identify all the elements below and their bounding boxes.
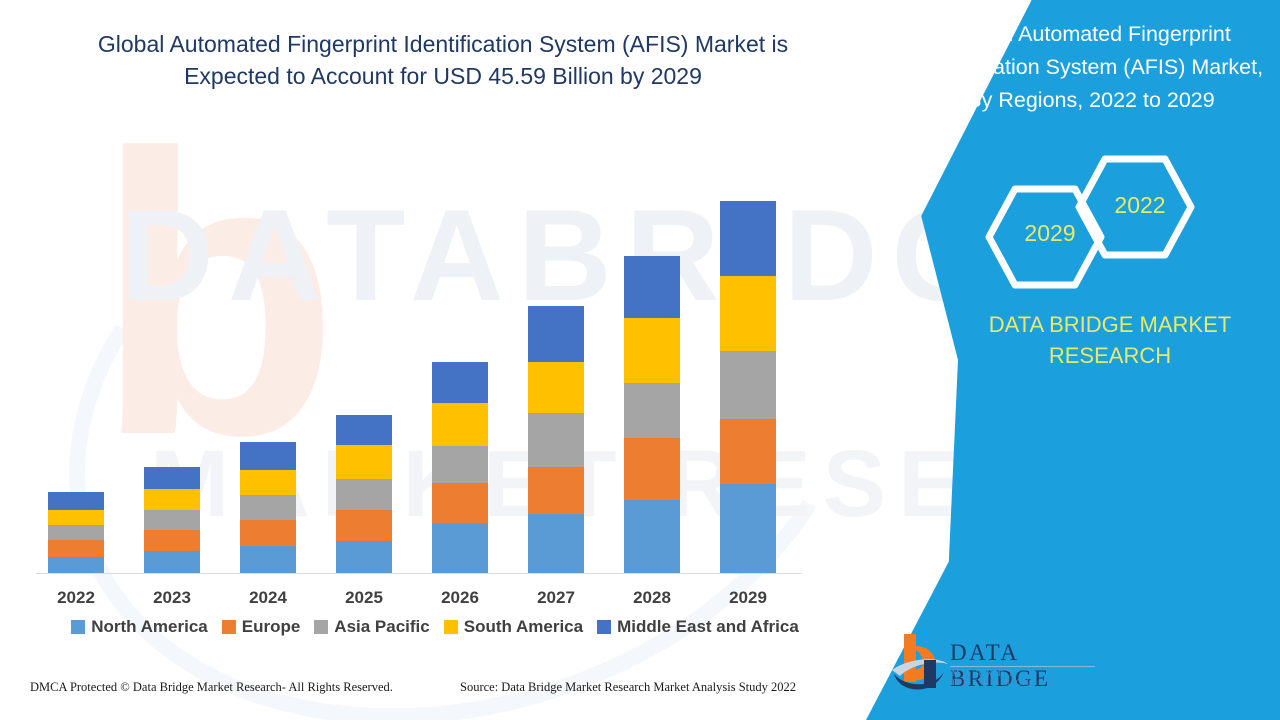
brand-line-2: RESEARCH <box>1048 343 1172 368</box>
legend-label: South America <box>463 617 584 636</box>
bar-segment <box>432 483 488 523</box>
logo-tagline: MARKET RESEARCH <box>952 669 1038 687</box>
bar-segment <box>240 520 296 546</box>
legend-swatch-icon <box>221 620 236 634</box>
bar-2025 <box>336 415 392 573</box>
bar-2028 <box>624 256 680 573</box>
bar-plot <box>30 180 820 573</box>
bar-segment <box>624 383 680 438</box>
legend-label: Middle East and Africa <box>617 617 799 636</box>
bar-segment <box>336 445 392 479</box>
bar-segment <box>720 201 776 276</box>
footer-copyright: DMCA Protected © Data Bridge Market Rese… <box>30 680 393 694</box>
bar-segment <box>624 318 680 383</box>
x-label-2025: 2025 <box>345 588 383 607</box>
hexagon-2022 <box>1075 155 1195 259</box>
logo-divider <box>950 666 1095 667</box>
bar-2027 <box>528 306 584 573</box>
bar-segment <box>720 419 776 484</box>
bar-segment <box>624 438 680 500</box>
bar-segment <box>240 442 296 470</box>
bar-segment <box>432 403 488 446</box>
x-label-2024: 2024 <box>249 588 287 607</box>
legend-label: North America <box>91 617 208 636</box>
legend-swatch-icon <box>314 620 329 634</box>
legend-label: Asia Pacific <box>334 617 430 636</box>
brand-name: DATA BRIDGE MARKET RESEARCH <box>960 309 1260 371</box>
bar-segment <box>48 557 104 573</box>
chart-area: Global Automated Fingerprint Identificat… <box>30 31 830 694</box>
bar-2029 <box>720 201 776 573</box>
bar-segment <box>336 415 392 445</box>
bar-segment <box>240 470 296 495</box>
bar-segment <box>432 362 488 403</box>
bar-segment <box>144 467 200 489</box>
bar-2024 <box>240 442 296 573</box>
x-label-2027: 2027 <box>537 588 575 607</box>
legend-item[interactable]: Europe <box>221 617 301 637</box>
logo-mark-icon <box>892 634 948 690</box>
bar-segment <box>48 525 104 540</box>
hexagon-2022-label: 2022 <box>1114 192 1166 218</box>
x-label-2023: 2023 <box>153 588 191 607</box>
legend-swatch-icon <box>597 620 612 634</box>
brand-line-1: DATA BRIDGE MARKET <box>988 312 1232 337</box>
x-label-2028: 2028 <box>633 588 671 607</box>
logo-name: DATA BRIDGE <box>950 640 1051 691</box>
footer-source: Source: Data Bridge Market Research Mark… <box>460 680 797 694</box>
bar-segment <box>528 467 584 514</box>
legend-label: Europe <box>241 617 301 636</box>
chart-legend: North America Europe Asia Pacific South Ame… <box>40 617 830 637</box>
bar-segment <box>336 479 392 510</box>
x-axis-labels: 2022 2023 2024 2025 2026 2027 2028 2029 <box>30 588 820 614</box>
bar-segment <box>144 530 200 551</box>
bar-segment <box>336 541 392 573</box>
bar-segment <box>432 523 488 573</box>
bar-segment <box>720 276 776 351</box>
bar-segment <box>624 500 680 573</box>
bar-segment <box>528 362 584 413</box>
x-label-2026: 2026 <box>441 588 479 607</box>
hexagon-2029 <box>985 185 1105 289</box>
bar-segment <box>528 413 584 467</box>
bar-2023 <box>144 467 200 573</box>
bar-segment <box>144 489 200 510</box>
bar-segment <box>240 495 296 520</box>
legend-item[interactable]: North America <box>71 617 208 637</box>
panel-title: Global Automated Fingerprint Identificat… <box>918 22 1264 112</box>
bar-segment <box>144 551 200 573</box>
x-axis-line <box>36 573 802 574</box>
bar-segment <box>240 546 296 573</box>
bar-segment <box>48 510 104 525</box>
legend-item[interactable]: South America <box>443 617 584 637</box>
bar-segment <box>48 492 104 510</box>
x-label-2022: 2022 <box>57 588 95 607</box>
data-bridge-logo: DATA BRIDGE MARKET RESEARCH <box>890 628 1105 698</box>
bar-segment <box>624 256 680 318</box>
bar-segment <box>432 446 488 483</box>
bar-segment <box>48 540 104 557</box>
x-label-2029: 2029 <box>729 588 767 607</box>
bar-segment <box>720 351 776 419</box>
bar-segment <box>528 306 584 362</box>
bar-segment <box>528 514 584 573</box>
legend-swatch-icon <box>71 620 86 634</box>
bar-2022 <box>48 492 104 573</box>
legend-swatch-icon <box>443 620 458 634</box>
bar-2026 <box>432 362 488 573</box>
legend-item[interactable]: Middle East and Africa <box>597 617 799 637</box>
hexagon-2029-label: 2029 <box>1024 220 1076 246</box>
legend-item[interactable]: Asia Pacific <box>314 617 430 637</box>
bar-segment <box>336 510 392 541</box>
bar-segment <box>720 484 776 573</box>
footer: DMCA Protected © Data Bridge Market Rese… <box>0 680 850 706</box>
page-title: Global Automated Fingerprint Identificat… <box>97 31 789 89</box>
bar-segment <box>144 510 200 530</box>
